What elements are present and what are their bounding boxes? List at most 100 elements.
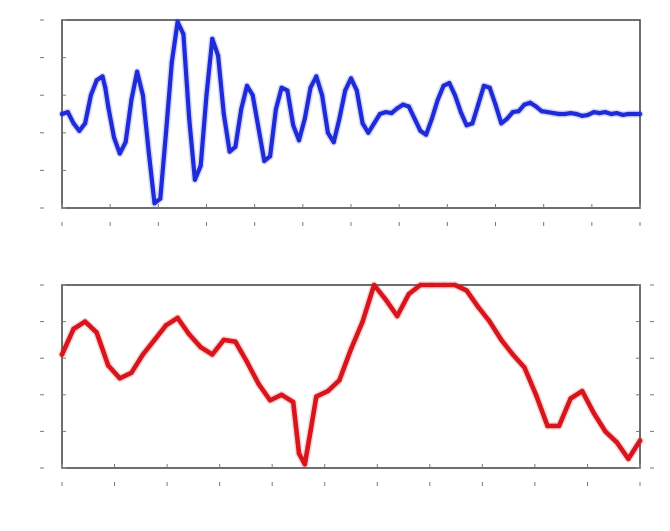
data-point bbox=[597, 111, 602, 116]
data-point bbox=[314, 74, 319, 79]
data-point bbox=[614, 440, 620, 445]
data-point bbox=[510, 110, 515, 115]
data-point bbox=[499, 121, 504, 126]
data-point bbox=[510, 352, 516, 357]
data-point bbox=[71, 326, 76, 332]
data-point bbox=[210, 352, 215, 357]
data-point bbox=[227, 149, 232, 154]
series-line-halo bbox=[58, 281, 644, 469]
data-point bbox=[579, 388, 585, 394]
data-point bbox=[383, 110, 388, 115]
data-point bbox=[239, 107, 244, 112]
data-point bbox=[244, 359, 250, 365]
data-point bbox=[135, 69, 140, 74]
data-point bbox=[192, 177, 197, 182]
data-point bbox=[609, 111, 614, 117]
data-point bbox=[291, 123, 296, 128]
data-point bbox=[545, 110, 550, 115]
data-point bbox=[187, 116, 192, 121]
data-point bbox=[158, 196, 163, 201]
data-point bbox=[279, 85, 284, 90]
data-point bbox=[106, 104, 111, 109]
data-point bbox=[290, 399, 296, 405]
axes-frame bbox=[61, 284, 641, 469]
data-point bbox=[568, 396, 573, 401]
data-point bbox=[389, 111, 394, 116]
data-point bbox=[337, 377, 342, 383]
data-point bbox=[394, 313, 400, 319]
data-point bbox=[371, 282, 377, 288]
series-line bbox=[59, 282, 643, 467]
data-point bbox=[325, 130, 330, 135]
data-point bbox=[308, 429, 313, 434]
data-point bbox=[557, 111, 562, 117]
data-point bbox=[481, 83, 486, 88]
data-point bbox=[395, 106, 400, 111]
data-point bbox=[591, 410, 597, 416]
data-point bbox=[233, 339, 238, 345]
data-point bbox=[499, 337, 504, 343]
data-point bbox=[533, 104, 539, 109]
data-point bbox=[505, 116, 510, 121]
chart-panel-1 bbox=[40, 18, 644, 226]
data-point bbox=[337, 116, 342, 121]
data-point bbox=[129, 97, 134, 102]
data-point bbox=[637, 438, 643, 443]
data-point bbox=[447, 80, 452, 86]
data-point bbox=[65, 110, 70, 115]
data-point bbox=[267, 398, 273, 403]
data-point bbox=[412, 116, 417, 121]
data-point bbox=[314, 394, 319, 399]
data-point bbox=[129, 370, 134, 376]
data-point bbox=[487, 85, 492, 90]
data-point bbox=[383, 297, 389, 302]
data-point bbox=[320, 93, 325, 98]
data-point bbox=[216, 53, 221, 58]
data-point bbox=[198, 344, 203, 350]
data-point bbox=[152, 337, 157, 343]
data-point bbox=[539, 109, 544, 114]
data-point bbox=[522, 365, 527, 370]
data-point bbox=[268, 154, 273, 159]
data-point bbox=[285, 88, 290, 93]
data-point bbox=[470, 121, 475, 126]
data-point bbox=[198, 163, 203, 168]
data-point bbox=[637, 111, 643, 117]
data-point bbox=[377, 111, 382, 117]
data-point bbox=[262, 158, 267, 164]
data-point bbox=[244, 83, 250, 88]
data-point bbox=[568, 111, 573, 116]
data-point bbox=[250, 93, 255, 98]
data-point bbox=[140, 352, 146, 357]
data-point bbox=[372, 121, 377, 126]
data-point bbox=[562, 111, 568, 117]
data-point bbox=[82, 319, 88, 324]
data-point bbox=[186, 332, 192, 337]
data-point bbox=[117, 376, 123, 381]
data-point bbox=[614, 111, 620, 116]
data-point bbox=[406, 291, 412, 297]
data-point bbox=[302, 116, 307, 121]
data-point bbox=[123, 140, 128, 145]
data-point bbox=[273, 107, 278, 112]
data-point bbox=[111, 135, 117, 140]
data-point bbox=[221, 337, 227, 343]
data-point bbox=[360, 319, 365, 324]
data-point bbox=[354, 88, 359, 93]
data-point bbox=[528, 100, 533, 105]
data-point bbox=[603, 110, 608, 115]
data-point bbox=[522, 102, 527, 107]
data-point bbox=[83, 121, 88, 126]
data-point bbox=[441, 83, 446, 88]
data-point bbox=[475, 304, 481, 310]
data-point bbox=[163, 323, 169, 328]
data-point bbox=[59, 352, 65, 357]
data-point bbox=[308, 85, 313, 90]
data-point bbox=[603, 429, 608, 434]
data-point bbox=[88, 93, 93, 98]
data-point bbox=[452, 282, 458, 288]
data-point bbox=[204, 93, 209, 98]
data-point bbox=[71, 121, 76, 126]
